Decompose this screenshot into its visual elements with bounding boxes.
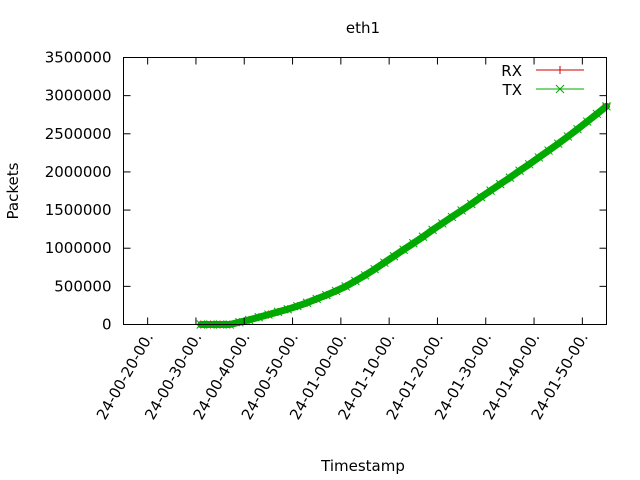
data-point-tx bbox=[428, 225, 437, 235]
x-axis: 24-00-20-00.24-00-30-00.24-00-40-00.24-0… bbox=[93, 57, 592, 423]
y-axis: 0 500000 1000000 1500000 2000000 2500000 30000… bbox=[45, 49, 607, 334]
data-point-tx bbox=[437, 219, 447, 228]
data-point-tx bbox=[370, 264, 380, 274]
data-point-tx bbox=[408, 238, 418, 248]
data-point-tx bbox=[524, 159, 534, 169]
data-point-tx bbox=[350, 276, 360, 286]
data-point-tx bbox=[379, 258, 389, 268]
y-tick-label: 1000000 bbox=[45, 239, 112, 257]
x-axis-label: Timestamp bbox=[320, 457, 405, 475]
data-point-tx bbox=[399, 245, 408, 255]
data-point-tx bbox=[544, 146, 553, 155]
data-point-tx bbox=[341, 282, 351, 291]
y-tick-label: 0 bbox=[102, 316, 112, 334]
legend-marker-rx bbox=[556, 66, 564, 74]
y-tick-label: 3500000 bbox=[45, 49, 112, 67]
legend-marker-tx bbox=[555, 84, 565, 94]
data-point-tx bbox=[582, 117, 592, 126]
data-point-tx bbox=[302, 298, 312, 308]
y-tick-label: 2000000 bbox=[45, 163, 112, 181]
data-point-tx bbox=[553, 139, 563, 149]
data-point-tx bbox=[505, 173, 515, 183]
data-point-tx bbox=[389, 251, 399, 261]
data-point-tx bbox=[476, 192, 486, 202]
series-line-rx bbox=[199, 103, 608, 326]
data-point-tx bbox=[360, 270, 370, 280]
y-axis-label: Packets bbox=[4, 162, 22, 219]
plot-border bbox=[123, 57, 607, 325]
chart-title: eth1 bbox=[346, 19, 380, 37]
data-point-tx bbox=[447, 212, 457, 222]
y-tick-label: 1500000 bbox=[45, 201, 112, 219]
data-point-tx bbox=[534, 153, 544, 162]
data-point-tx bbox=[331, 286, 341, 296]
data-point-tx bbox=[322, 290, 331, 300]
series-line-tx bbox=[197, 102, 610, 328]
series-lines bbox=[196, 100, 611, 329]
data-point-tx bbox=[273, 307, 283, 317]
data-point-tx bbox=[283, 304, 293, 314]
data-point-tx bbox=[466, 199, 476, 209]
data-point-tx bbox=[312, 294, 322, 304]
data-point-tx bbox=[293, 301, 302, 311]
plot-frame bbox=[123, 57, 607, 325]
data-point-tx bbox=[457, 206, 466, 215]
data-point-tx bbox=[244, 315, 254, 325]
y-tick-label: 500000 bbox=[54, 277, 111, 295]
data-point-tx bbox=[573, 124, 582, 134]
data-point-tx bbox=[495, 179, 505, 189]
data-point-tx bbox=[563, 132, 573, 141]
legend-label-rx: RX bbox=[501, 62, 522, 80]
data-point-tx bbox=[515, 166, 524, 176]
data-point-tx bbox=[418, 232, 428, 242]
data-point-tx bbox=[264, 310, 273, 319]
y-tick-label: 2500000 bbox=[45, 125, 112, 143]
legend-label-tx: TX bbox=[502, 81, 522, 99]
data-point-tx bbox=[592, 109, 602, 119]
y-tick-label: 3000000 bbox=[45, 87, 112, 105]
data-point-tx bbox=[486, 186, 495, 195]
data-point-tx bbox=[254, 312, 264, 322]
